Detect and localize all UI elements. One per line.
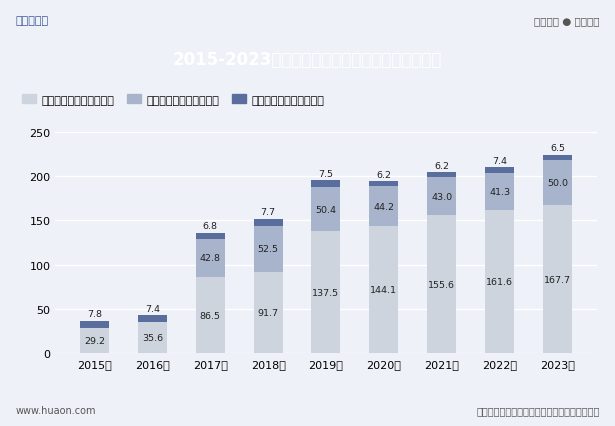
Text: 6.8: 6.8 [203,222,218,231]
Text: 86.5: 86.5 [200,311,221,320]
Text: 专业严谨 ● 客观科学: 专业严谨 ● 客观科学 [534,16,600,26]
Bar [311,181,341,187]
Bar [80,321,109,328]
Text: 数据来源：北京市统计局；华经产业研究院整理: 数据来源：北京市统计局；华经产业研究院整理 [476,405,600,415]
Bar [196,233,224,239]
Bar [485,167,514,174]
Bar [485,174,514,210]
Text: 6.5: 6.5 [550,144,565,153]
Text: 7.4: 7.4 [145,304,160,314]
Bar [427,178,456,216]
Text: 7.5: 7.5 [319,170,333,178]
Text: 42.8: 42.8 [200,253,221,262]
Bar [138,322,167,354]
Text: 144.1: 144.1 [370,285,397,294]
Text: 7.8: 7.8 [87,310,102,319]
Text: 155.6: 155.6 [428,280,455,289]
Text: 52.5: 52.5 [258,245,279,254]
Bar [370,187,399,226]
Text: 7.4: 7.4 [492,156,507,165]
Text: 137.5: 137.5 [312,288,339,297]
Bar [485,210,514,354]
Bar [253,219,282,226]
Text: www.huaon.com: www.huaon.com [15,405,96,415]
Text: 29.2: 29.2 [84,336,105,345]
Bar [370,181,399,187]
Bar [138,316,167,322]
Text: 91.7: 91.7 [258,308,279,317]
Text: 华经情报网: 华经情报网 [15,16,49,26]
Text: 41.3: 41.3 [489,188,510,197]
Bar [253,226,282,273]
Text: 43.0: 43.0 [431,193,452,201]
Text: 2015-2023年延庆区第一、第二及第三产业增加值: 2015-2023年延庆区第一、第二及第三产业增加值 [173,51,442,69]
Bar [253,273,282,354]
Bar [427,216,456,354]
Bar [196,239,224,277]
Bar [427,173,456,178]
Bar [311,232,341,354]
Text: 161.6: 161.6 [486,278,513,287]
Text: 7.7: 7.7 [261,208,276,217]
Text: 50.4: 50.4 [315,205,336,214]
Text: 44.2: 44.2 [373,202,394,211]
Text: 50.0: 50.0 [547,178,568,187]
Bar [196,277,224,354]
Bar [80,328,109,354]
Text: 35.6: 35.6 [141,333,163,343]
Bar [311,187,341,232]
Text: 6.2: 6.2 [376,170,391,179]
Text: 167.7: 167.7 [544,275,571,284]
Bar [543,205,572,354]
Bar [543,155,572,161]
Bar [370,226,399,354]
Text: 6.2: 6.2 [434,161,449,170]
Legend: 第三产业增加值（亿元）, 第二产业增加值（亿元）, 第一产业增加值（亿元）: 第三产业增加值（亿元）, 第二产业增加值（亿元）, 第一产业增加值（亿元） [18,90,328,110]
Bar [543,161,572,205]
